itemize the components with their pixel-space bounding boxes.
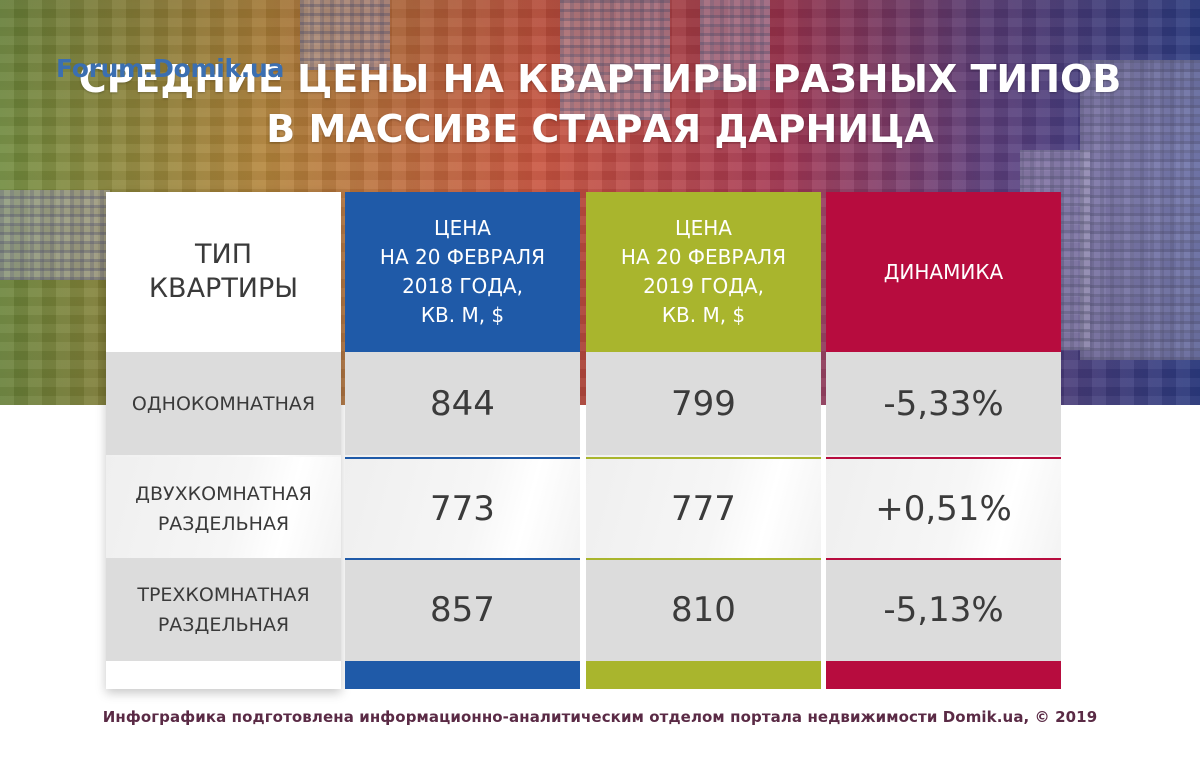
header-line: НА 20 ФЕВРАЛЯ	[620, 245, 787, 269]
row-label-line: ОДНОКОМНАТНАЯ	[131, 392, 316, 415]
column-price-2019: ЦЕНА НА 20 ФЕВРАЛЯ 2019 ГОДА, КВ. М, $ 7…	[586, 192, 821, 689]
price-2018-value: 857	[430, 589, 495, 630]
header-line: 2019 ГОДА,	[643, 274, 764, 298]
header-price-2018: ЦЕНА НА 20 ФЕВРАЛЯ 2018 ГОДА, КВ. М, $	[345, 192, 580, 352]
price-2019-value: 799	[671, 383, 736, 424]
dynamics-value: +0,51%	[875, 488, 1012, 529]
table-cell: 810	[586, 558, 821, 661]
dynamics-value: -5,33%	[883, 383, 1004, 424]
table-cell: -5,13%	[826, 558, 1061, 661]
header-line: ДИНАМИКА	[883, 259, 1004, 284]
column-dynamics: ДИНАМИКА -5,33% +0,51% -5,13%	[826, 192, 1061, 689]
column-price-2018: ЦЕНА НА 20 ФЕВРАЛЯ 2018 ГОДА, КВ. М, $ 8…	[345, 192, 580, 689]
table-cell: 799	[586, 352, 821, 455]
footer-credit: Инфографика подготовлена информационно-а…	[102, 708, 1098, 726]
site-logo-watermark: Forum.Domik.ua	[56, 54, 285, 83]
dynamics-value: -5,13%	[883, 589, 1004, 630]
row-label-line: РАЗДЕЛЬНАЯ	[157, 613, 290, 636]
page-subtitle: В МАССИВЕ СТАРАЯ ДАРНИЦА	[266, 107, 934, 151]
header-line: ЦЕНА	[434, 216, 491, 240]
row-label-line: ДВУХКОМНАТНАЯ	[135, 482, 312, 505]
header-line: НА 20 ФЕВРАЛЯ	[379, 245, 546, 269]
header-line: ЦЕНА	[675, 216, 732, 240]
row-label-line: РАЗДЕЛЬНАЯ	[157, 512, 290, 535]
header-dynamics: ДИНАМИКА	[826, 192, 1061, 352]
column-apartment-type: ТИП КВАРТИРЫ ОДНОКОМНАТНАЯ ДВУХКОМНАТНАЯ…	[106, 192, 341, 689]
header-line: ТИП	[195, 239, 252, 270]
price-2019-value: 810	[671, 589, 736, 630]
table-cell: 857	[345, 558, 580, 661]
header-line: КВАРТИРЫ	[148, 273, 299, 304]
table-row-label: ТРЕХКОМНАТНАЯ РАЗДЕЛЬНАЯ	[106, 558, 341, 661]
table-row-label: ДВУХКОМНАТНАЯ РАЗДЕЛЬНАЯ	[106, 455, 341, 560]
header-line: КВ. М, $	[661, 303, 746, 327]
table-cell: -5,33%	[826, 352, 1061, 455]
table-row-label: ОДНОКОМНАТНАЯ	[106, 352, 341, 455]
price-2018-value: 844	[430, 383, 495, 424]
page-title: СРЕДНИЕ ЦЕНЫ НА КВАРТИРЫ РАЗНЫХ ТИПОВ	[78, 57, 1122, 101]
table-cell: +0,51%	[826, 455, 1061, 560]
header-line: КВ. М, $	[420, 303, 505, 327]
price-2018-value: 773	[430, 488, 495, 529]
table-cell: 777	[586, 455, 821, 560]
header-line: 2018 ГОДА,	[402, 274, 523, 298]
header-price-2019: ЦЕНА НА 20 ФЕВРАЛЯ 2019 ГОДА, КВ. М, $	[586, 192, 821, 352]
table-cell: 844	[345, 352, 580, 455]
header-apartment-type: ТИП КВАРТИРЫ	[106, 192, 341, 352]
table-cell: 773	[345, 455, 580, 560]
price-2019-value: 777	[671, 488, 736, 529]
row-label-line: ТРЕХКОМНАТНАЯ	[137, 583, 310, 606]
